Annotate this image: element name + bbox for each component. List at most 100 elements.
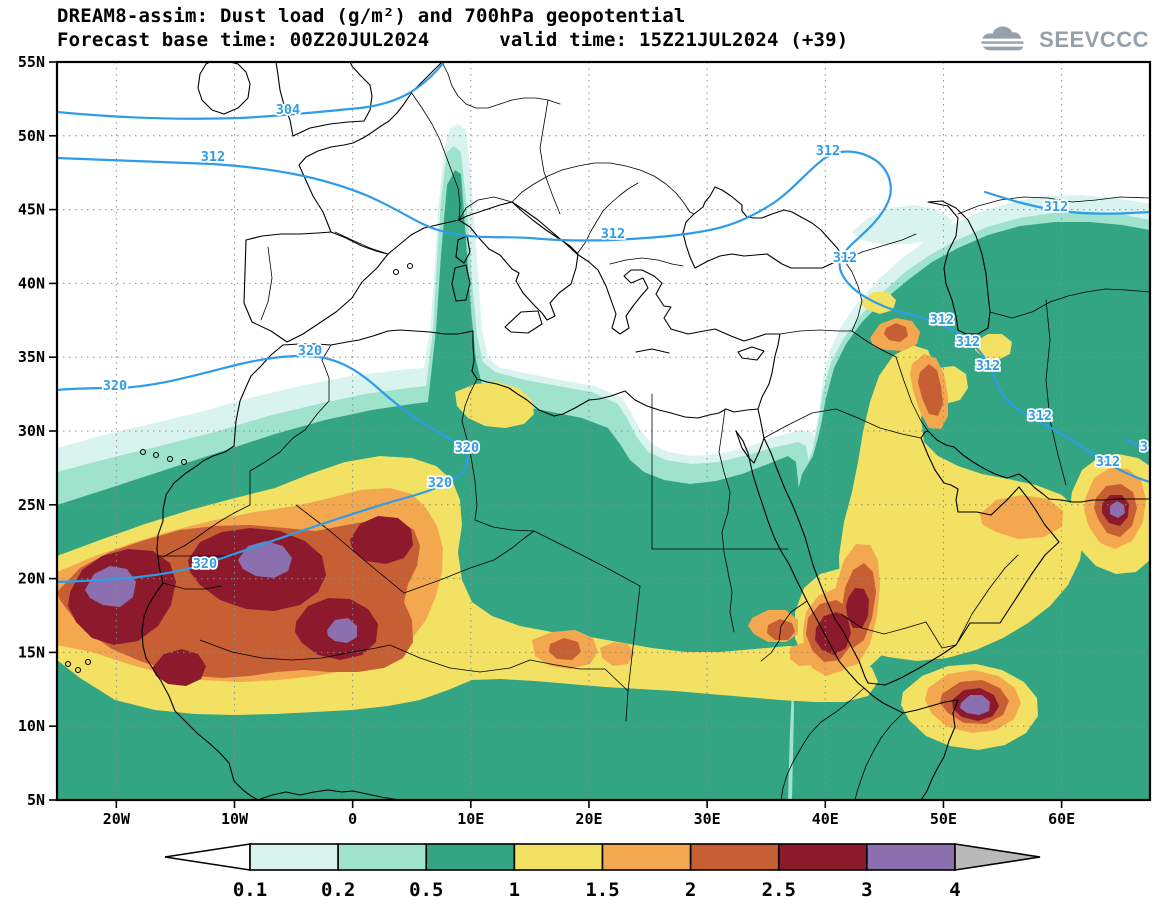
border-danube-chain (511, 162, 695, 215)
coast-adriatic-greece (511, 201, 672, 335)
dust-fill-layers (57, 124, 1150, 800)
lat-tick-label: 5N (27, 791, 45, 809)
lat-tick-label: 15N (18, 643, 45, 661)
border-morocco-algeria-mauritania (162, 344, 332, 558)
coast-sinai (735, 408, 765, 464)
colorbar-segment (425, 843, 516, 871)
geopotential-label: 320 (428, 475, 452, 491)
coast-cyprus (737, 346, 765, 361)
lat-tick-label: 10N (18, 717, 45, 735)
forecast-times: Forecast base time: 00Z20JUL2024 valid t… (57, 29, 849, 51)
coast-caspian-sea (927, 200, 991, 335)
logo-text: SEEVCCC (1039, 27, 1149, 52)
lon-tick-label: 10E (457, 810, 484, 828)
colorbar-arrow-low (164, 843, 251, 871)
coast-sardinia (451, 264, 471, 302)
geopotential-label: 312 (601, 226, 625, 242)
cape-verde-island (74, 666, 82, 674)
dust-area-1 (839, 345, 1084, 661)
geopotential-label: 312 (816, 143, 840, 159)
colorbar-segment (513, 843, 604, 871)
colorbar: 0.1 0.2 0.5 1 1.5 2 2.5 3 4 (164, 843, 1041, 901)
colorbar-tick-label: 3 (861, 879, 872, 901)
coast-sicily (504, 310, 543, 334)
border-portugal-spain (260, 246, 273, 321)
geopotential-label: 312 (1096, 454, 1120, 470)
canary-island (180, 458, 188, 466)
border-iran-afghanistan (1045, 299, 1067, 486)
dust-area-2 (549, 638, 581, 660)
border-libya-niger (474, 519, 535, 532)
border-saudi-north (763, 408, 922, 439)
colorbar-segment (337, 843, 428, 871)
coast-iran-gulf-makran (927, 430, 1151, 503)
geopotential-label: 312 (976, 358, 1000, 374)
coast-ireland-west (197, 61, 225, 115)
border-libya-chad (533, 530, 641, 587)
geopotential-line-312 (55, 150, 1152, 484)
border-pyrenees (334, 231, 389, 255)
balearic-island (392, 268, 400, 276)
geopotential-label: 320 (103, 378, 127, 394)
border-bulgaria-greece (609, 257, 684, 267)
border-chad-south (529, 659, 629, 692)
geopotential-contour-labels: 3043123123123123123123123123123123203203… (101, 100, 1150, 574)
lat-tick-label: 35N (18, 348, 45, 366)
geopotential-line-304 (55, 60, 446, 120)
dust-area-1p5 (600, 642, 634, 666)
border-chad-sudan (625, 585, 641, 722)
geopotential-label: 312 (956, 334, 980, 350)
axis-labels: 55N 50N 45N 40N 35N 30N 25N 20N 15N 10N 5N 20W 10W 0 1… (18, 53, 1075, 828)
dust-area-1 (975, 334, 1012, 360)
border-north-europe (441, 61, 561, 109)
border-syria-iraq (851, 330, 897, 358)
nile-river (718, 408, 735, 633)
geopotential-label: 312 (833, 250, 857, 266)
colorbar-tick-label: 2.5 (762, 879, 796, 901)
border-somalia-inland (854, 712, 904, 801)
seevccc-logo: SEEVCCC (974, 24, 1149, 56)
coast-france-med (387, 219, 460, 255)
geopotential-label: 312 (930, 312, 954, 328)
coast-iberia (243, 231, 389, 343)
lon-tick-label: 50E (930, 810, 957, 828)
coast-gulf-of-guinea (257, 789, 402, 801)
dust-area-1 (455, 382, 534, 428)
coast-britain-west (275, 61, 294, 137)
dust-area-0p1 (852, 205, 952, 244)
border-sahel-south (199, 639, 531, 673)
dust-area-2 (767, 619, 795, 640)
lat-tick-label: 30N (18, 422, 45, 440)
lon-tick-label: 40E (812, 810, 839, 828)
lat-tick-label: 55N (18, 53, 45, 71)
border-niger-north (403, 530, 535, 594)
lat-tick-label: 25N (18, 496, 45, 514)
colorbar-tick-label: 0.1 (233, 879, 267, 901)
geopotential-label: 320 (193, 556, 217, 572)
lon-tick-label: 20W (103, 810, 131, 828)
geopotential-label: 312 (1044, 199, 1068, 215)
coast-black-sea (682, 186, 845, 269)
dust-area-2p5 (815, 612, 851, 655)
border-balkans (576, 182, 639, 255)
cape-verde-island (84, 658, 92, 666)
dust-area-2 (884, 323, 908, 342)
lon-tick-label: 30E (694, 810, 721, 828)
coast-britain (292, 61, 373, 137)
gridlines (57, 62, 1150, 800)
dust-area-3 (327, 618, 357, 643)
lat-tick-label: 50N (18, 127, 45, 145)
dust-area-3 (238, 541, 292, 578)
border-senegal (162, 582, 222, 590)
colorbar-tick-label: 2 (685, 879, 696, 901)
lon-tick-label: 60E (1048, 810, 1075, 828)
chart-title: DREAM8-assim: Dust load (g/m²) and 700hP… (57, 5, 686, 27)
geopotential-label: 304 (276, 102, 300, 118)
geopotential-line-edge (1124, 438, 1152, 454)
lon-tick-label: 20E (575, 810, 602, 828)
balearic-island (406, 262, 414, 270)
dust-area-3 (960, 695, 990, 715)
colorbar-arrow-high (954, 843, 1041, 871)
colorbar-tick-label: 0.2 (321, 879, 355, 901)
border-ethiopia-somalia (780, 687, 865, 801)
